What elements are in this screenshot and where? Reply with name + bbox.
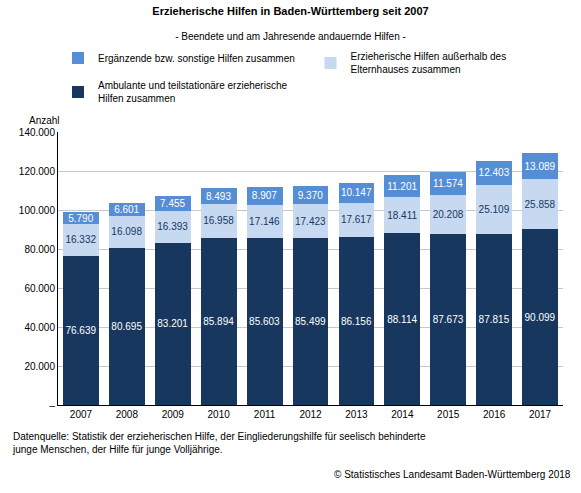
svg-text:11.574: 11.574	[433, 178, 463, 189]
svg-text:83.201: 83.201	[157, 318, 188, 329]
svg-text:16.332: 16.332	[65, 234, 96, 245]
svg-text:Ergänzende bzw. sonstige Hilfe: Ergänzende bzw. sonstige Hilfen zusammen	[98, 53, 295, 64]
svg-text:9.370: 9.370	[298, 190, 323, 201]
svg-text:2009: 2009	[162, 409, 185, 420]
svg-text:2008: 2008	[116, 409, 139, 420]
svg-text:Erzieherische Hilfen außerhalb: Erzieherische Hilfen außerhalb desEltern…	[351, 51, 507, 75]
svg-text:85.894: 85.894	[203, 316, 234, 327]
svg-text:2010: 2010	[208, 409, 231, 420]
svg-text:16.393: 16.393	[157, 221, 188, 232]
svg-text:87.673: 87.673	[433, 314, 464, 325]
svg-text:88.114: 88.114	[387, 314, 417, 325]
svg-text:10.147: 10.147	[341, 187, 372, 198]
svg-text:86.156: 86.156	[341, 316, 372, 327]
svg-text:20.000: 20.000	[24, 361, 55, 372]
svg-text:16.098: 16.098	[111, 226, 142, 237]
svg-text:17.423: 17.423	[295, 216, 326, 227]
svg-text:100.000: 100.000	[19, 205, 56, 216]
svg-text:Anzahl: Anzahl	[29, 115, 60, 126]
svg-text:5.790: 5.790	[68, 213, 93, 224]
svg-text:–: –	[49, 400, 55, 411]
svg-text:6.601: 6.601	[114, 204, 139, 215]
svg-text:40.000: 40.000	[24, 322, 55, 333]
svg-text:17.146: 17.146	[249, 216, 280, 227]
svg-text:25.109: 25.109	[479, 204, 510, 215]
svg-text:© Statistisches Landesamt Bade: © Statistisches Landesamt Baden-Württemb…	[334, 469, 571, 480]
svg-text:120.000: 120.000	[19, 166, 56, 177]
svg-text:2015: 2015	[437, 409, 460, 420]
svg-text:2011: 2011	[254, 409, 276, 420]
svg-text:Erzieherische Hilfen in Baden-: Erzieherische Hilfen in Baden-Württember…	[152, 5, 428, 17]
svg-text:13.089: 13.089	[525, 161, 556, 172]
svg-text:140.000: 140.000	[19, 127, 56, 138]
svg-text:2007: 2007	[70, 409, 93, 420]
svg-text:76.639: 76.639	[65, 325, 96, 336]
svg-text:11.201: 11.201	[387, 181, 417, 192]
svg-text:17.617: 17.617	[341, 214, 372, 225]
svg-text:60.000: 60.000	[24, 283, 55, 294]
svg-text:2013: 2013	[345, 409, 368, 420]
svg-text:85.499: 85.499	[295, 316, 326, 327]
svg-text:2016: 2016	[483, 409, 506, 420]
svg-text:2012: 2012	[299, 409, 322, 420]
svg-text:90.099: 90.099	[525, 312, 556, 323]
svg-text:12.403: 12.403	[479, 167, 510, 178]
svg-text:18.411: 18.411	[387, 210, 417, 221]
svg-text:16.958: 16.958	[203, 215, 234, 226]
svg-text:20.208: 20.208	[433, 209, 464, 220]
svg-text:- Beendete und am Jahresende a: - Beendete und am Jahresende andauernde …	[175, 31, 406, 42]
svg-text:80.000: 80.000	[24, 244, 55, 255]
svg-text:7.455: 7.455	[160, 198, 185, 209]
svg-text:Datenquelle: Statistik der erz: Datenquelle: Statistik der erzieherische…	[12, 431, 426, 455]
svg-text:85.603: 85.603	[249, 316, 280, 327]
svg-text:2017: 2017	[529, 409, 552, 420]
svg-text:8.493: 8.493	[206, 191, 231, 202]
svg-text:80.695: 80.695	[111, 321, 142, 332]
svg-text:Ambulante und teilstationäre e: Ambulante und teilstationäre erzieherisc…	[98, 80, 287, 104]
svg-text:2014: 2014	[391, 409, 414, 420]
svg-text:87.815: 87.815	[479, 314, 510, 325]
svg-text:25.858: 25.858	[525, 199, 556, 210]
svg-text:8.907: 8.907	[252, 190, 277, 201]
